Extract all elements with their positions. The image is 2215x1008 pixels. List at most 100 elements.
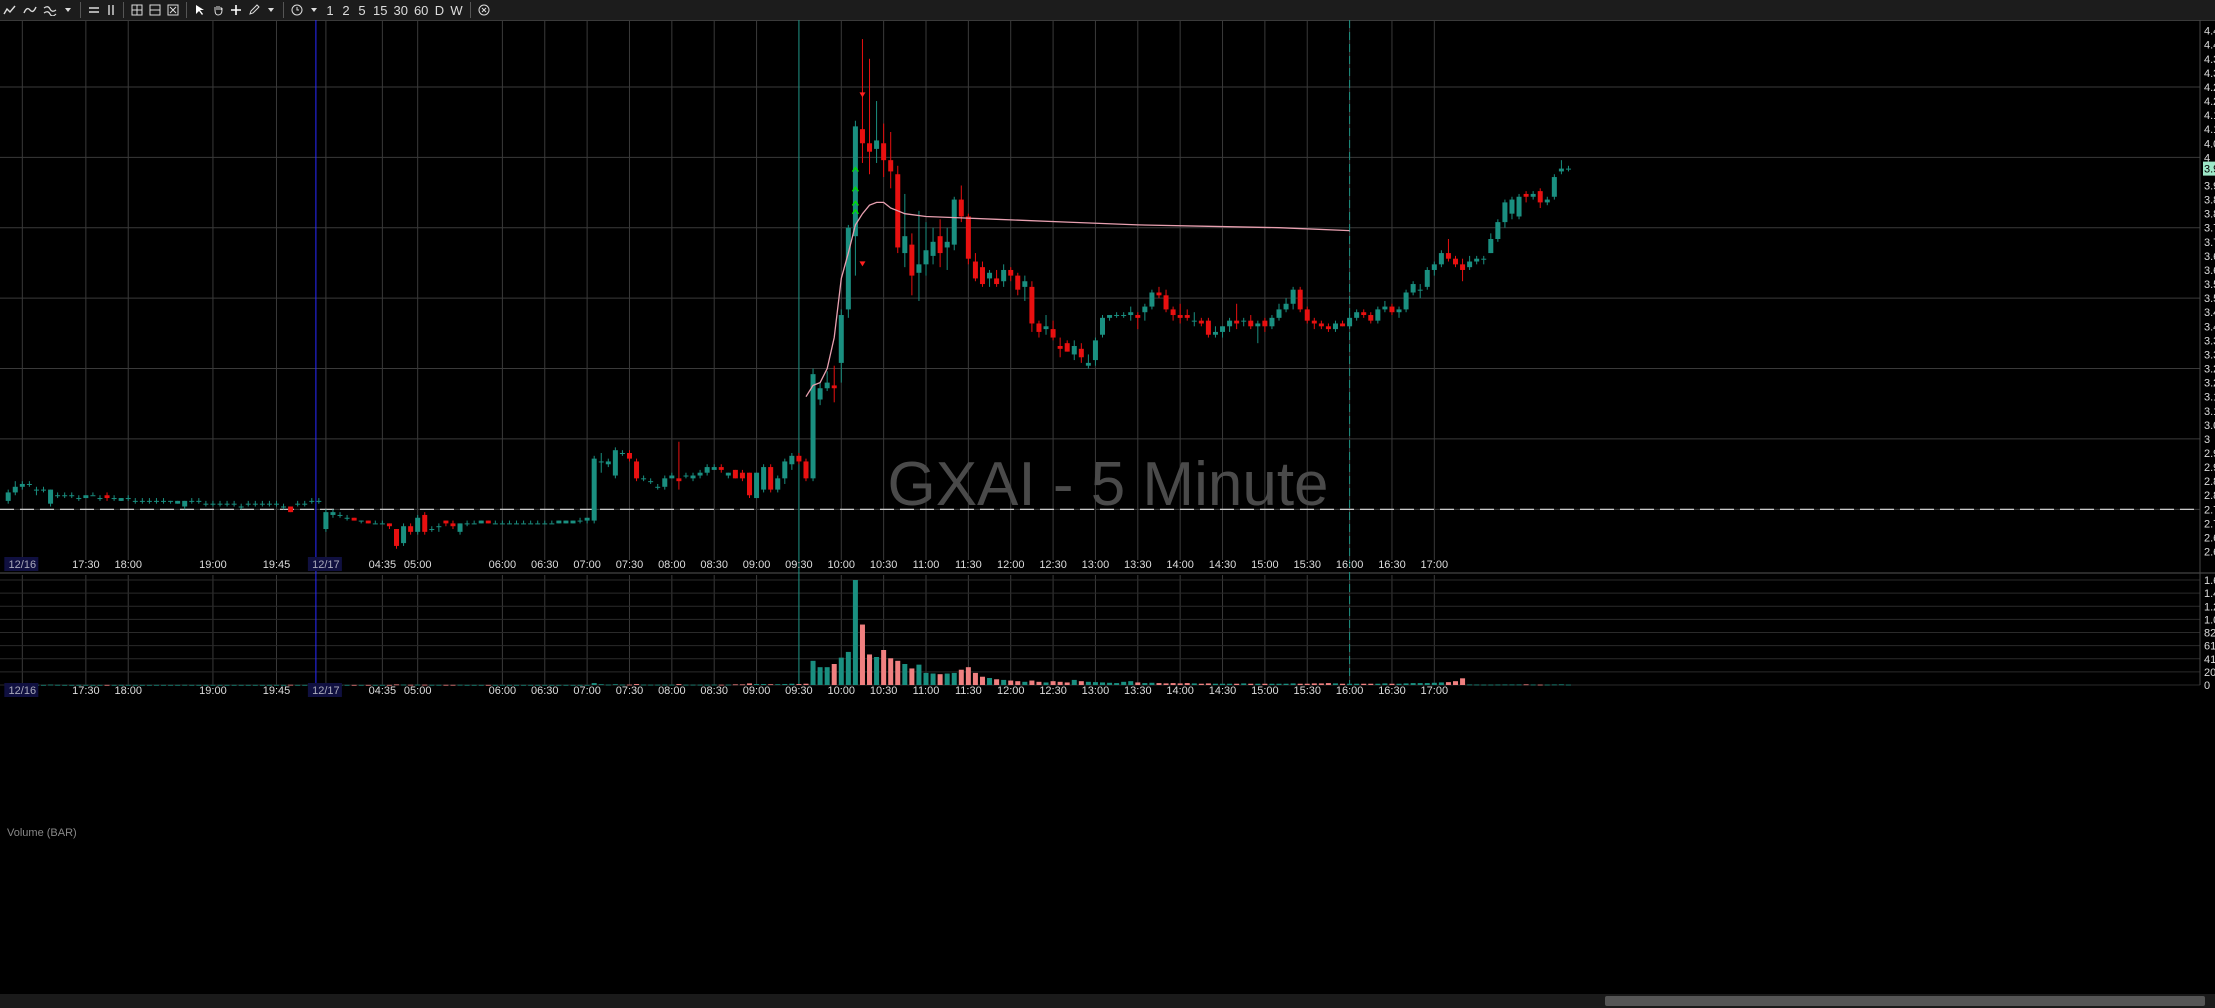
candle [570, 520, 576, 524]
horizontal-scrollbar[interactable] [0, 994, 2215, 1008]
candle [5, 492, 11, 501]
last-price-label: 3.96 [2204, 164, 2215, 176]
volume-bar [365, 684, 371, 686]
volume-bar [676, 684, 682, 685]
volume-bar [852, 580, 858, 685]
candle [605, 461, 611, 465]
price-volume-chart[interactable]: GXAI - 5 Minute 2.6 2.65 2.7 2.75 2.8 2.85 2.9… [0, 20, 2215, 994]
pencil-draw-icon[interactable] [246, 1, 262, 19]
interval-1-button[interactable]: 1 [326, 2, 334, 18]
volume-bar [641, 684, 647, 686]
chevron-down-icon[interactable] [264, 1, 278, 19]
volume-bar [1368, 683, 1374, 685]
interval-week-button[interactable]: W [450, 2, 463, 18]
time-tick-label: 08:00 [658, 559, 686, 571]
candle [231, 503, 237, 505]
candle [1212, 331, 1218, 335]
volume-bar [168, 684, 174, 686]
candle [196, 500, 202, 502]
volume-bar [782, 684, 788, 685]
vertical-lines-icon[interactable] [104, 1, 118, 19]
volume-bar [909, 668, 915, 685]
grid-layout-icon[interactable] [129, 1, 145, 19]
volume-tick-label: 411.8K [2204, 654, 2215, 666]
candle [838, 315, 844, 363]
volume-bar [937, 674, 943, 685]
volume-bar [732, 684, 738, 686]
volume-tick-label: 1.2M [2204, 601, 2215, 613]
candle [1220, 326, 1226, 332]
time-tick-label: 14:30 [1209, 559, 1237, 571]
candle [1311, 320, 1317, 324]
indicator-icon[interactable] [21, 1, 39, 19]
volume-bar [394, 684, 399, 686]
price-tick-label: 4.05 [2204, 138, 2215, 150]
candle [1481, 258, 1487, 260]
volume-bar [1064, 682, 1070, 685]
candle [224, 503, 230, 505]
candle [768, 467, 774, 490]
chevron-down-icon[interactable] [307, 1, 321, 19]
volume-bar [902, 664, 908, 685]
candle [1396, 309, 1402, 313]
candle [888, 160, 894, 172]
candle [1001, 269, 1007, 282]
interval-day-button[interactable]: D [434, 2, 445, 18]
scrollbar-thumb[interactable] [1605, 996, 2205, 1006]
candle [979, 267, 985, 285]
volume-bar [1410, 683, 1416, 685]
candle [1121, 315, 1127, 317]
interval-2-button[interactable]: 2 [342, 2, 350, 18]
volume-bar [55, 684, 61, 686]
interval-30-button[interactable]: 30 [393, 2, 408, 18]
close-chart-icon[interactable] [476, 1, 492, 19]
volume-bar [1551, 684, 1557, 686]
volume-bar [1502, 684, 1508, 686]
candle [1297, 289, 1303, 310]
candle [365, 520, 371, 524]
hand-pan-icon[interactable] [210, 1, 226, 19]
price-tick-label: 3 [2204, 434, 2210, 446]
volume-bar [1311, 683, 1317, 685]
chevron-down-icon[interactable] [61, 1, 75, 19]
interval-5-button[interactable]: 5 [358, 2, 366, 18]
candle [1375, 309, 1381, 321]
time-tick-label: 13:30 [1124, 559, 1152, 571]
cursor-arrow-icon[interactable] [192, 1, 208, 19]
candle [379, 523, 385, 525]
candle [415, 517, 421, 532]
time-axis[interactable]: 12/16 17:30 18:00 19:00 19:45 12/17 04:35 05:00… [4, 557, 1448, 571]
candle [1558, 168, 1564, 172]
price-axis[interactable]: 2.6 2.65 2.7 2.75 2.8 2.85 2.9 2.95 3 3.05 3.1 3.15… [2199, 20, 2215, 685]
volume-bar [1227, 683, 1233, 685]
time-tick-label: 17:00 [1421, 685, 1449, 697]
interval-15-button[interactable]: 15 [373, 2, 388, 18]
candle [817, 388, 823, 400]
candle [676, 478, 682, 482]
vwap-line [805, 201, 1350, 398]
volume-bar [1001, 679, 1007, 685]
candle [1191, 320, 1197, 322]
split-layout-icon[interactable] [147, 1, 163, 19]
volume-time-axis: 12/16 17:30 18:00 19:00 19:45 12/17 04:35 05:00… [4, 683, 1448, 697]
candle [1234, 320, 1240, 324]
candle [824, 382, 830, 389]
volume-bar [1029, 680, 1035, 685]
crosshair-icon[interactable] [228, 1, 244, 19]
candle [210, 503, 216, 505]
time-tick-label: 09:30 [785, 559, 813, 571]
candle [718, 467, 724, 470]
time-tick-label: 13:00 [1082, 685, 1110, 697]
horizontal-lines-icon[interactable] [86, 1, 102, 19]
clock-interval-icon[interactable] [289, 1, 305, 19]
study-icon[interactable] [41, 1, 59, 19]
volume-bar [1445, 682, 1451, 685]
volume-bar [1417, 683, 1423, 685]
volume-bar [1121, 681, 1127, 685]
chart-type-icon[interactable] [1, 1, 19, 19]
fit-layout-icon[interactable] [165, 1, 181, 19]
interval-60-button[interactable]: 60 [413, 2, 429, 18]
candle [1015, 275, 1021, 290]
candle [288, 506, 294, 513]
time-tick-label: 06:00 [489, 559, 517, 571]
